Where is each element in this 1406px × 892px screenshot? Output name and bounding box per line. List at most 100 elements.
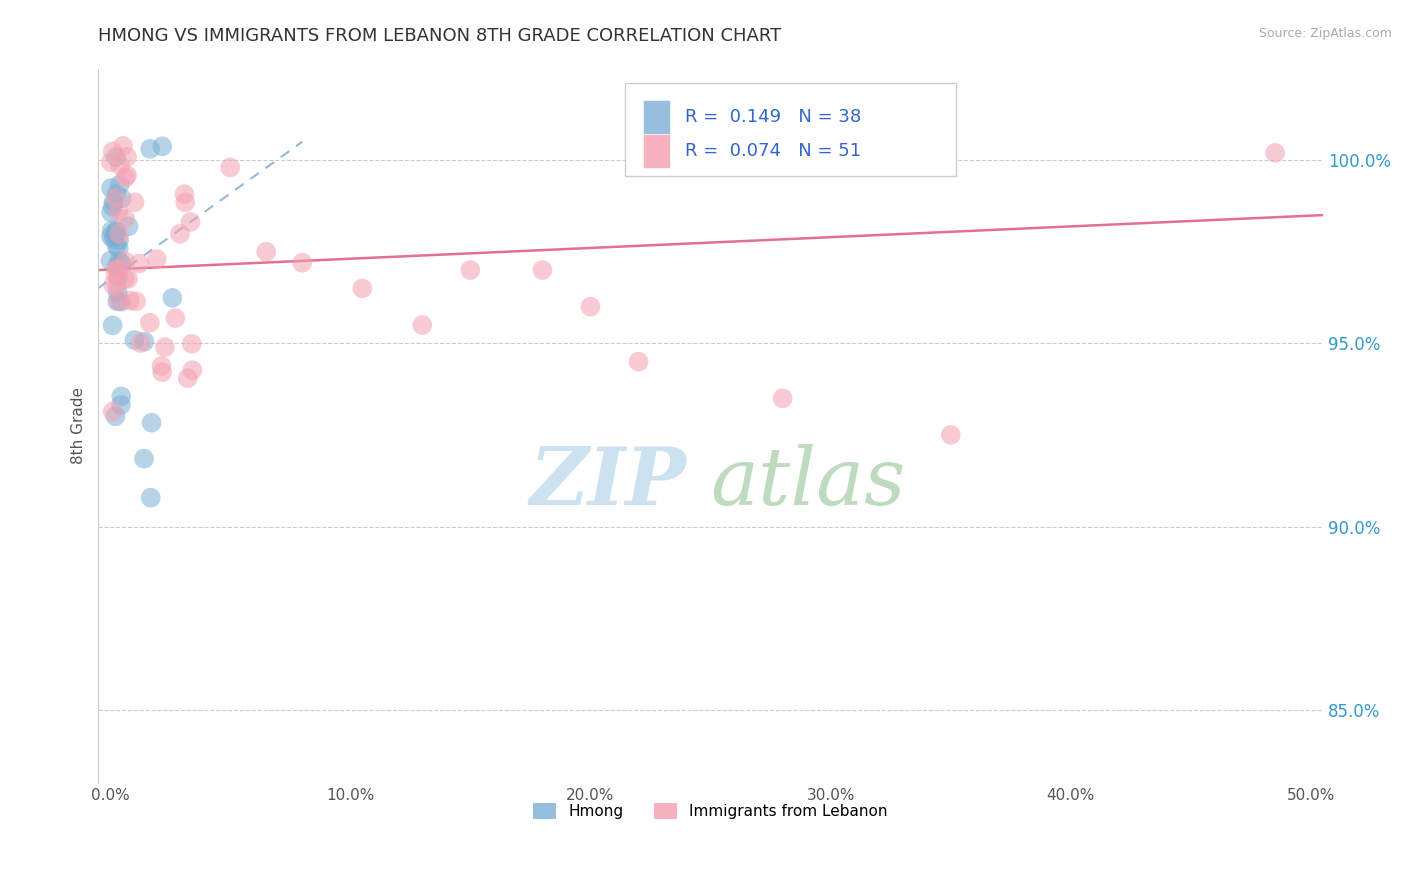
Point [115, 150, 138, 164]
Point [104, 230, 127, 244]
Point [100, 223, 122, 237]
Point [104, 267, 127, 281]
Point [352, 281, 374, 295]
Point [124, 195, 146, 210]
Point [105, 278, 128, 293]
Point [101, 318, 124, 333]
Text: Source: ZipAtlas.com: Source: ZipAtlas.com [1258, 27, 1392, 40]
Point [150, 365, 173, 379]
Point [117, 219, 139, 234]
Point [180, 215, 202, 229]
Point [177, 371, 200, 385]
Point [125, 294, 148, 309]
Point [105, 187, 128, 202]
Point [174, 195, 197, 210]
Point [128, 256, 150, 270]
Point [105, 150, 128, 164]
Point [141, 416, 163, 430]
Point [181, 363, 204, 377]
Legend: Hmong, Immigrants from Lebanon: Hmong, Immigrants from Lebanon [527, 797, 894, 825]
FancyBboxPatch shape [624, 83, 956, 176]
Point [107, 269, 129, 284]
Point [460, 263, 482, 277]
Point [105, 224, 128, 238]
Point [105, 261, 128, 276]
Point [129, 336, 152, 351]
Point [112, 139, 135, 153]
Point [169, 227, 191, 241]
Point [111, 191, 134, 205]
Point [531, 263, 554, 277]
Point [101, 145, 124, 159]
Point [153, 340, 176, 354]
Y-axis label: 8th Grade: 8th Grade [72, 387, 86, 464]
Point [114, 254, 136, 268]
Point [104, 225, 127, 239]
Point [105, 238, 128, 252]
Point [579, 300, 602, 314]
Point [145, 252, 167, 266]
Point [150, 359, 173, 373]
Point [110, 256, 132, 270]
Point [150, 139, 173, 153]
Point [108, 227, 131, 241]
Text: atlas: atlas [710, 444, 905, 522]
Text: R =  0.149   N = 38: R = 0.149 N = 38 [685, 108, 860, 126]
Point [219, 161, 242, 175]
Point [114, 170, 136, 185]
Point [100, 155, 122, 169]
Point [110, 389, 132, 403]
Point [101, 404, 124, 418]
Point [772, 392, 794, 406]
Point [939, 428, 962, 442]
Point [254, 244, 277, 259]
Point [139, 142, 162, 156]
Point [108, 178, 131, 192]
Point [627, 354, 650, 368]
Point [107, 262, 129, 277]
Point [104, 191, 127, 205]
Point [134, 334, 156, 349]
Point [110, 398, 132, 412]
Point [107, 205, 129, 219]
Point [108, 254, 131, 268]
Point [139, 316, 162, 330]
Text: HMONG VS IMMIGRANTS FROM LEBANON 8TH GRADE CORRELATION CHART: HMONG VS IMMIGRANTS FROM LEBANON 8TH GRA… [98, 27, 782, 45]
Point [117, 272, 139, 286]
Point [165, 311, 187, 326]
Point [103, 231, 125, 245]
Point [124, 333, 146, 347]
Point [108, 158, 131, 172]
Point [110, 294, 132, 309]
Point [108, 233, 131, 247]
Point [118, 293, 141, 308]
Point [98, 253, 121, 268]
Point [1264, 145, 1286, 160]
FancyBboxPatch shape [643, 134, 671, 168]
Point [107, 285, 129, 299]
Point [411, 318, 433, 332]
Text: ZIP: ZIP [529, 444, 686, 522]
Point [139, 491, 162, 505]
Point [107, 242, 129, 256]
Point [101, 200, 124, 214]
Text: R =  0.074   N = 51: R = 0.074 N = 51 [685, 142, 860, 160]
Point [105, 294, 128, 309]
Point [104, 409, 127, 424]
Point [132, 451, 155, 466]
Point [108, 294, 131, 309]
Point [291, 256, 314, 270]
Point [180, 336, 202, 351]
Point [162, 291, 184, 305]
Point [100, 229, 122, 244]
Point [115, 169, 138, 183]
Point [105, 260, 128, 274]
Point [114, 211, 136, 226]
Point [103, 277, 125, 292]
FancyBboxPatch shape [643, 100, 671, 135]
Point [100, 205, 122, 219]
Point [114, 271, 136, 285]
Point [100, 181, 122, 195]
Point [103, 195, 125, 210]
Point [173, 187, 195, 202]
